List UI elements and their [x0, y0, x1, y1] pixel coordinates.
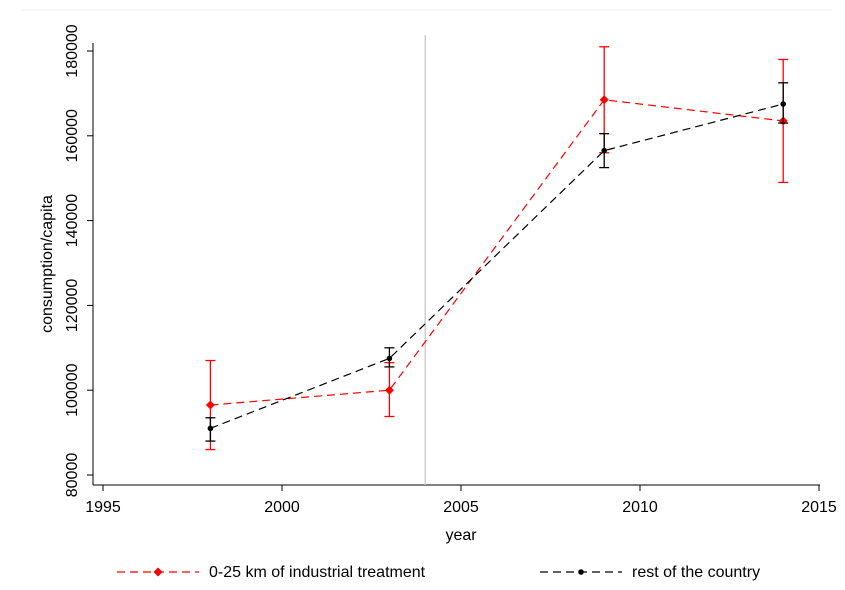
legend-label: 0-25 km of industrial treatment: [209, 564, 426, 581]
y-axis-title: consumption/capita: [39, 195, 56, 333]
x-tick-label: 2015: [801, 499, 837, 516]
legend-label: rest of the country: [632, 564, 760, 581]
y-tick-label: 100000: [64, 363, 81, 416]
legend-item-0: 0-25 km of industrial treatment: [117, 564, 426, 581]
series-line: [210, 99, 784, 406]
series-1: [205, 82, 789, 442]
data-point: [384, 385, 394, 395]
x-tick-label: 2005: [443, 499, 479, 516]
legend-swatch-marker: [153, 567, 163, 577]
series-line: [210, 103, 784, 429]
axes-group: 80000 100000 120000 140000 160000 180000 1995 2…: [64, 24, 837, 516]
data-point: [601, 147, 607, 154]
y-tick-label: 120000: [64, 279, 81, 332]
y-tick-label: 160000: [64, 109, 81, 162]
y-tick-label: 140000: [64, 194, 81, 247]
series-group: [205, 46, 789, 451]
data-point: [780, 101, 786, 107]
x-tick-label: 1995: [85, 499, 121, 516]
legend-swatch-marker: [578, 569, 584, 575]
data-point: [386, 355, 393, 362]
x-tick-label: 2010: [622, 499, 658, 516]
y-tick-label: 180000: [64, 24, 81, 77]
x-tick-label: 2000: [264, 499, 300, 516]
y-tick-label: 80000: [64, 453, 81, 498]
x-axis-title: year: [445, 527, 477, 544]
data-point: [207, 425, 214, 432]
legend-item-1: rest of the country: [540, 564, 760, 581]
legend: 0-25 km of industrial treatment rest of t…: [117, 564, 760, 581]
data-point: [599, 95, 609, 105]
data-point: [205, 400, 215, 410]
